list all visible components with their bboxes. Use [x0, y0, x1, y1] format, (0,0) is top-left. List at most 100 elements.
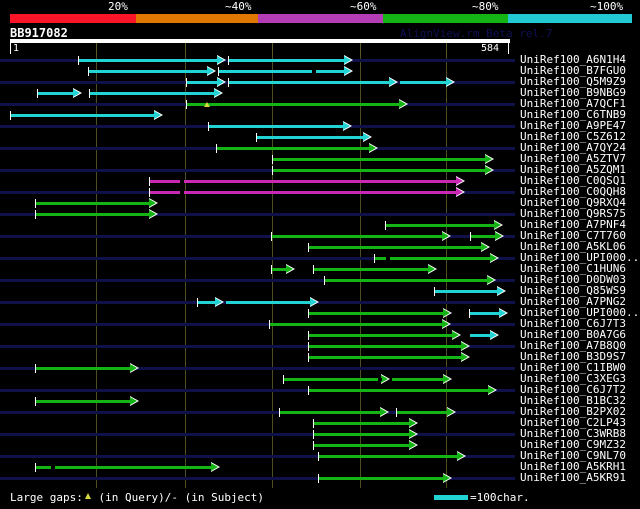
- hsp-segment[interactable]: [318, 451, 466, 462]
- hsp-segment[interactable]: [318, 473, 452, 484]
- hit-label[interactable]: UniRef100_B9NBG9: [520, 86, 626, 99]
- alignment-row[interactable]: UniRef100_A7PNF4: [0, 218, 640, 231]
- hit-label[interactable]: UniRef100_C6J7T3: [520, 317, 626, 330]
- hsp-segment[interactable]: [197, 297, 224, 308]
- alignment-row[interactable]: UniRef100_C3WRB8: [0, 428, 640, 440]
- hsp-segment[interactable]: [470, 330, 499, 341]
- alignment-row[interactable]: UniRef100_C0QQH8: [0, 185, 640, 198]
- hsp-segment[interactable]: [256, 132, 372, 143]
- hit-label[interactable]: UniRef100_UPI000..: [520, 306, 640, 319]
- alignment-row[interactable]: UniRef100_A7QCF1: [0, 97, 640, 110]
- hit-label[interactable]: UniRef100_A7QCF1: [520, 97, 626, 110]
- alignment-row[interactable]: UniRef100_Q85WS9: [0, 284, 640, 297]
- alignment-row[interactable]: UniRef100_B2PX02: [0, 405, 640, 418]
- alignment-row[interactable]: UniRef100_B1BC32: [0, 394, 640, 407]
- hsp-segment[interactable]: [35, 462, 220, 473]
- alignment-row[interactable]: UniRef100_C1IBW0: [0, 361, 640, 374]
- hsp-segment[interactable]: [35, 209, 158, 220]
- hsp-segment[interactable]: [374, 253, 499, 264]
- alignment-row[interactable]: UniRef100_UPI000..: [0, 306, 640, 319]
- alignment-row[interactable]: UniRef100_C7T760: [0, 229, 640, 242]
- hit-label[interactable]: UniRef100_B3D9S7: [520, 350, 626, 363]
- hit-label[interactable]: UniRef100_C6J7T2: [520, 383, 626, 396]
- hit-label[interactable]: UniRef100_B0A7G6: [520, 328, 626, 341]
- hsp-segment[interactable]: [313, 440, 418, 451]
- hit-label[interactable]: UniRef100_A7PNF4: [520, 218, 626, 231]
- hsp-segment[interactable]: [228, 77, 398, 88]
- hsp-segment[interactable]: [308, 352, 470, 363]
- hsp-segment[interactable]: [308, 330, 461, 341]
- alignment-row[interactable]: UniRef100_A7B8Q0: [0, 340, 640, 352]
- hit-label[interactable]: UniRef100_A5KL06: [520, 240, 626, 253]
- hit-label[interactable]: UniRef100_Q9RS75: [520, 207, 626, 220]
- hsp-segment[interactable]: [186, 99, 408, 110]
- hsp-segment[interactable]: [37, 88, 82, 99]
- hit-label[interactable]: UniRef100_C9MZ32: [520, 438, 626, 451]
- hsp-segment[interactable]: [35, 363, 139, 374]
- hsp-segment[interactable]: [78, 55, 226, 66]
- hsp-segment[interactable]: [434, 286, 506, 297]
- alignment-row[interactable]: UniRef100_C2LP43: [0, 416, 640, 429]
- alignment-row[interactable]: UniRef100_Q5M9Z9: [0, 75, 640, 88]
- hsp-segment[interactable]: [308, 385, 497, 396]
- hit-label[interactable]: UniRef100_Q5M9Z9: [520, 75, 626, 88]
- alignment-row[interactable]: UniRef100_C6TNB9: [0, 108, 640, 121]
- hit-label[interactable]: UniRef100_C5Z612: [520, 130, 626, 143]
- hsp-segment[interactable]: [271, 231, 451, 242]
- hsp-segment[interactable]: [308, 341, 470, 352]
- hsp-segment[interactable]: [35, 198, 158, 209]
- hit-label[interactable]: UniRef100_Q85WS9: [520, 284, 626, 297]
- hit-label[interactable]: UniRef100_UPI000..: [520, 251, 640, 264]
- hsp-segment[interactable]: [269, 319, 451, 330]
- hit-label[interactable]: UniRef100_B2PX02: [520, 405, 626, 418]
- hit-label[interactable]: UniRef100_C9NL70: [520, 449, 626, 462]
- hsp-segment[interactable]: [10, 110, 163, 121]
- hit-label[interactable]: UniRef100_C0QSQ1: [520, 174, 626, 187]
- hit-label[interactable]: UniRef100_C6TNB9: [520, 108, 626, 121]
- alignment-row[interactable]: UniRef100_A7PNG2: [0, 295, 640, 308]
- alignment-row[interactable]: UniRef100_C3XEG3: [0, 373, 640, 385]
- alignment-row[interactable]: UniRef100_B0A7G6: [0, 328, 640, 341]
- hsp-segment[interactable]: [272, 165, 494, 176]
- hsp-segment[interactable]: [470, 231, 504, 242]
- hsp-segment[interactable]: [469, 308, 508, 319]
- hsp-segment[interactable]: [385, 220, 503, 231]
- hsp-segment[interactable]: [313, 264, 437, 275]
- hsp-segment[interactable]: [228, 55, 353, 66]
- alignment-row[interactable]: UniRef100_A5KR91: [0, 472, 640, 484]
- hsp-segment[interactable]: [216, 143, 378, 154]
- alignment-row[interactable]: UniRef100_Q9RS75: [0, 207, 640, 220]
- hsp-segment[interactable]: [313, 418, 418, 429]
- alignment-row[interactable]: UniRef100_A6N1H4: [0, 53, 640, 66]
- hsp-segment[interactable]: [283, 374, 390, 385]
- alignment-row[interactable]: UniRef100_D0DW03: [0, 274, 640, 286]
- hit-label[interactable]: UniRef100_A6N1H4: [520, 53, 626, 66]
- hit-label[interactable]: UniRef100_B1BC32: [520, 394, 626, 407]
- hsp-segment[interactable]: [396, 407, 456, 418]
- hsp-segment[interactable]: [149, 187, 465, 198]
- hsp-segment[interactable]: [324, 275, 496, 286]
- alignment-row[interactable]: UniRef100_A5ZTV7: [0, 153, 640, 165]
- hsp-segment[interactable]: [226, 297, 319, 308]
- alignment-row[interactable]: UniRef100_UPI000..: [0, 251, 640, 264]
- alignment-row[interactable]: UniRef100_C1HUN6: [0, 262, 640, 275]
- hsp-segment[interactable]: [271, 264, 295, 275]
- hit-label[interactable]: UniRef100_A5ZQM1: [520, 163, 626, 176]
- alignment-row[interactable]: UniRef100_B9NBG9: [0, 86, 640, 99]
- hsp-segment[interactable]: [279, 407, 389, 418]
- hsp-segment[interactable]: [313, 429, 418, 440]
- hsp-segment[interactable]: [89, 88, 223, 99]
- hit-label[interactable]: UniRef100_C7T760: [520, 229, 626, 242]
- hit-label[interactable]: UniRef100_C0QQH8: [520, 185, 626, 198]
- hsp-segment[interactable]: [88, 66, 216, 77]
- hsp-segment[interactable]: [149, 176, 465, 187]
- hit-label[interactable]: UniRef100_Q9RXQ4: [520, 196, 626, 209]
- hit-label[interactable]: UniRef100_B7FGU0: [520, 64, 626, 77]
- hit-label[interactable]: UniRef100_C1IBW0: [520, 361, 626, 374]
- hit-label[interactable]: UniRef100_C1HUN6: [520, 262, 626, 275]
- hit-label[interactable]: UniRef100_C2LP43: [520, 416, 626, 429]
- hsp-segment[interactable]: [400, 77, 455, 88]
- hit-label[interactable]: UniRef100_A7PNG2: [520, 295, 626, 308]
- hit-label[interactable]: UniRef100_A7QY24: [520, 141, 626, 154]
- hit-label[interactable]: UniRef100_A9PE47: [520, 119, 626, 132]
